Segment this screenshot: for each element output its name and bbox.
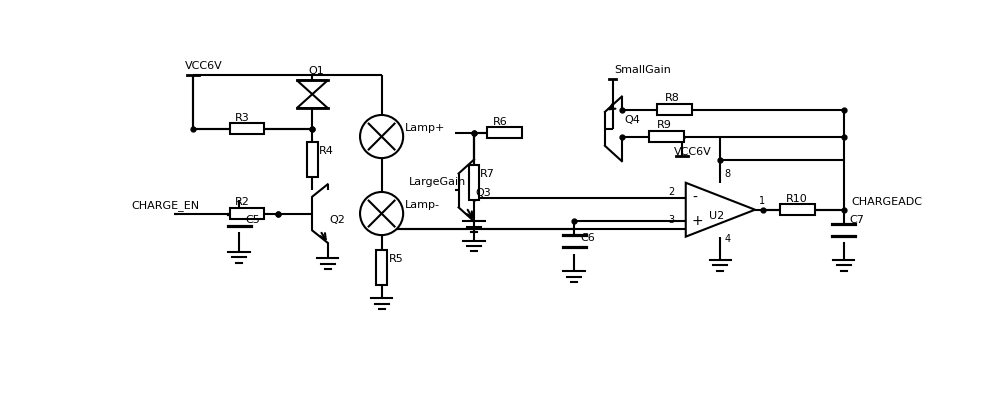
Bar bbox=[487, 127, 522, 138]
Polygon shape bbox=[297, 80, 328, 94]
Polygon shape bbox=[297, 94, 328, 108]
Text: 8: 8 bbox=[724, 169, 730, 179]
Text: 1: 1 bbox=[759, 196, 765, 206]
Text: -: - bbox=[692, 191, 697, 205]
Text: C6: C6 bbox=[580, 233, 595, 243]
Bar bbox=[307, 142, 318, 177]
Text: CHARGE_EN: CHARGE_EN bbox=[131, 200, 199, 211]
Text: R3: R3 bbox=[235, 113, 250, 123]
Text: R5: R5 bbox=[389, 254, 404, 264]
Bar bbox=[230, 124, 264, 134]
Text: Q2: Q2 bbox=[329, 215, 345, 225]
Text: C5: C5 bbox=[245, 215, 260, 225]
Text: Lamp+: Lamp+ bbox=[405, 123, 445, 133]
Bar bbox=[376, 250, 387, 285]
Text: Lamp-: Lamp- bbox=[405, 200, 440, 210]
Polygon shape bbox=[686, 183, 755, 237]
Text: VCC6V: VCC6V bbox=[185, 61, 223, 71]
Text: Q3: Q3 bbox=[476, 188, 491, 198]
Text: R9: R9 bbox=[657, 120, 672, 130]
Circle shape bbox=[360, 115, 403, 158]
Bar bbox=[649, 131, 684, 142]
Text: Q4: Q4 bbox=[624, 115, 640, 125]
Text: R4: R4 bbox=[318, 146, 333, 156]
Text: R7: R7 bbox=[480, 169, 495, 179]
Text: R8: R8 bbox=[665, 94, 680, 104]
Text: R2: R2 bbox=[235, 197, 250, 207]
Text: R6: R6 bbox=[493, 116, 508, 126]
Text: 3: 3 bbox=[668, 215, 674, 225]
Text: VCC6V: VCC6V bbox=[674, 147, 712, 157]
Text: LargeGain: LargeGain bbox=[409, 177, 466, 186]
Text: Q1: Q1 bbox=[308, 66, 324, 76]
Text: U2: U2 bbox=[709, 211, 724, 221]
Text: 4: 4 bbox=[724, 234, 730, 244]
Bar bbox=[469, 166, 479, 200]
Text: C7: C7 bbox=[850, 215, 865, 225]
Text: 2: 2 bbox=[668, 187, 674, 197]
Bar bbox=[780, 204, 815, 215]
Bar bbox=[657, 104, 692, 115]
Bar bbox=[230, 208, 264, 219]
Text: SmallGain: SmallGain bbox=[614, 65, 671, 75]
Text: +: + bbox=[692, 214, 704, 228]
Circle shape bbox=[360, 192, 403, 235]
Text: CHARGEADC: CHARGEADC bbox=[851, 197, 922, 207]
Text: R10: R10 bbox=[786, 194, 808, 204]
